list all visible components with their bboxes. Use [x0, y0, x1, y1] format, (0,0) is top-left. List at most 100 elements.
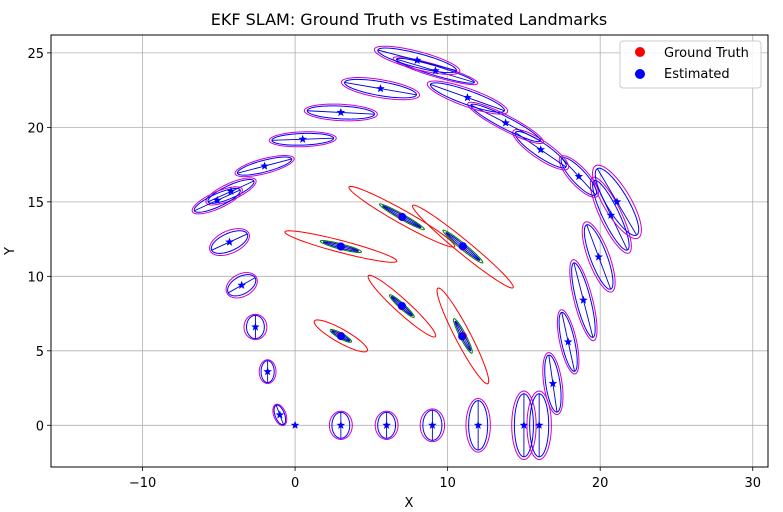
legend-ground-truth-label: Ground Truth: [664, 46, 749, 61]
pose-ellipse-outer: [589, 176, 632, 254]
trajectory-star: [594, 252, 603, 261]
trajectory-star: [251, 322, 260, 331]
pose-ellipse-inner: [273, 404, 287, 426]
trajectory-star: [606, 210, 616, 219]
landmark-ellipse-outer: [284, 230, 398, 263]
pose-ellipse-inner: [592, 179, 630, 251]
landmark-ellipse-outer: [436, 287, 490, 385]
pose-ellipse-outer: [467, 101, 544, 145]
y-tick-label: 0: [36, 419, 44, 434]
pose-ellipse-outer: [592, 164, 642, 240]
trajectory-star: [548, 379, 558, 388]
pose-ellipse-outer: [426, 80, 509, 115]
landmark-ellipse-outer: [348, 185, 456, 248]
pose-ellipse-inner: [377, 411, 397, 439]
landmark-ellipse-outer: [313, 319, 368, 353]
pose-ellipse-inner: [594, 167, 640, 236]
landmark-ellipse-inner: [388, 294, 415, 318]
pose-ellipse-outer: [558, 155, 599, 198]
landmark-ellipse-inner: [329, 329, 352, 343]
trajectory-star: [534, 420, 544, 429]
trajectory-star: [263, 367, 272, 376]
trajectory-star: [612, 197, 622, 206]
pose-ellipse-outer: [234, 155, 295, 178]
pose-ellipse-outer: [272, 403, 288, 427]
x-tick-label: 20: [592, 476, 609, 491]
x-axis-label: X: [405, 496, 414, 511]
landmark-ellipse-core: [445, 232, 481, 261]
trajectory-star: [298, 134, 307, 143]
y-tick-label: 25: [27, 47, 44, 62]
y-tick-label: 5: [36, 345, 44, 360]
landmark-ellipse-inner: [452, 318, 473, 354]
trajectory-star: [536, 145, 545, 154]
pose-ellipse-inner: [395, 57, 475, 84]
pose-ellipse-inner: [245, 314, 265, 340]
trajectory-star: [579, 295, 588, 304]
pose-ellipse-outer: [225, 272, 258, 299]
landmark-ellipse-outer: [367, 274, 437, 338]
y-tick-label: 10: [27, 270, 44, 285]
trajectory-star: [225, 237, 234, 246]
pose-ellipse-inner: [529, 393, 550, 458]
estimated-point: [397, 301, 406, 310]
pose-ellipse-outer: [569, 259, 598, 342]
trajectory-star: [574, 172, 584, 181]
trajectory-star: [290, 420, 300, 429]
landmark-ellipse-inner: [378, 203, 425, 231]
estimated-point: [398, 213, 407, 222]
pose-ellipse-outer: [419, 408, 446, 443]
pose-ellipse-inner: [344, 78, 417, 99]
estimated-point: [337, 332, 346, 341]
pose-ellipse-outer: [340, 77, 421, 101]
pose-ellipse-outer: [209, 228, 250, 256]
estimated-point: [458, 242, 467, 251]
pose-ellipse-outer: [374, 410, 399, 440]
pose-ellipse-inner: [422, 409, 443, 441]
x-tick-label: 30: [744, 476, 761, 491]
pose-ellipse-outer: [542, 352, 564, 416]
landmark-ellipse-inner: [442, 229, 484, 264]
pose-ellipse-outer: [303, 103, 378, 122]
pose-ellipse-outer: [243, 313, 268, 341]
trajectory-star: [336, 107, 346, 117]
trajectory-star: [382, 420, 391, 429]
trajectory-star: [213, 195, 222, 204]
trajectory-star: [237, 280, 246, 289]
trajectory-star: [428, 420, 437, 429]
axes-frame: [50, 34, 769, 468]
pose-ellipse-outer: [526, 390, 552, 461]
trajectory-star: [336, 420, 346, 429]
y-tick-label: 20: [27, 121, 44, 136]
legend: Ground Truth Estimated: [619, 40, 762, 89]
pose-ellipse-inner: [210, 230, 249, 254]
pose-ellipse-outer: [581, 221, 616, 293]
landmark-ellipse-inner: [319, 240, 362, 254]
pose-ellipse-inner: [193, 187, 241, 213]
trajectory-star: [275, 410, 285, 419]
legend-box: [619, 40, 762, 89]
pose-ellipse-inner: [514, 130, 567, 169]
pose-ellipse-outer: [465, 397, 491, 453]
trajectory-star: [563, 337, 573, 346]
pose-ellipse-outer: [392, 56, 479, 86]
pose-ellipse-outer: [511, 390, 537, 461]
pose-ellipse-inner: [429, 82, 505, 113]
trajectory-star: [519, 420, 529, 429]
trajectory-star: [412, 55, 422, 64]
x-tick-label: −10: [129, 476, 156, 491]
y-tick-label: 15: [27, 196, 44, 211]
pose-ellipse-inner: [468, 400, 489, 451]
pose-ellipse-inner: [236, 156, 293, 176]
trajectory-star: [431, 66, 440, 75]
pose-ellipse-inner: [558, 311, 578, 372]
estimated-point: [336, 242, 345, 251]
pose-ellipse-outer: [556, 309, 580, 375]
chart-title: EKF SLAM: Ground Truth vs Estimated Land…: [211, 10, 608, 29]
trajectory-star: [463, 93, 472, 102]
landmark-ellipse-outer: [411, 204, 514, 289]
pose-ellipse-inner: [331, 411, 351, 439]
pose-ellipse-outer: [328, 410, 353, 440]
legend-estimated-label: Estimated: [664, 67, 730, 82]
